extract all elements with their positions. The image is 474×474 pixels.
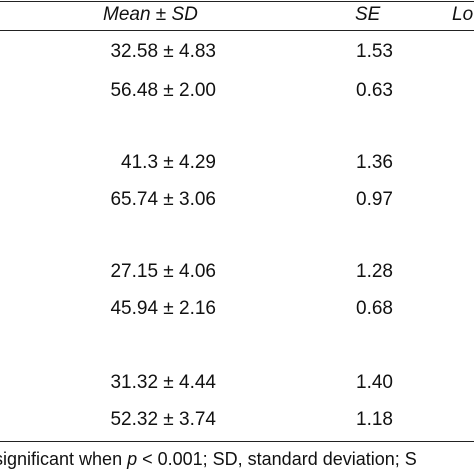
- table-bottom-rule: [0, 441, 474, 442]
- se-cell: 0.63: [356, 80, 393, 101]
- se-cell: 1.36: [356, 152, 393, 173]
- table-row: 31.32 ± 4.44 1.40: [0, 371, 474, 395]
- table-row: 65.74 ± 3.06 0.97: [0, 188, 474, 212]
- table-row: 27.15 ± 4.06 1.28: [0, 260, 474, 284]
- column-header-mean-sd: Mean ± SD: [103, 4, 198, 25]
- column-header-partial: Lo: [452, 4, 474, 25]
- footnote-text-end: < 0.001; SD, standard deviation; S: [137, 449, 417, 469]
- mean-sd-cell: 65.74 ± 3.06: [110, 189, 216, 210]
- mean-sd-cell: 32.58 ± 4.83: [110, 41, 216, 62]
- se-cell: 1.53: [356, 41, 393, 62]
- table-row: 45.94 ± 2.16 0.68: [0, 297, 474, 321]
- se-cell: 0.97: [356, 189, 393, 210]
- se-cell: 0.68: [356, 298, 393, 319]
- table-row: 52.32 ± 3.74 1.18: [0, 408, 474, 432]
- mean-sd-cell: 56.48 ± 2.00: [110, 80, 216, 101]
- table-header-rule: [0, 30, 474, 31]
- column-header-se: SE: [355, 4, 381, 25]
- mean-sd-cell: 31.32 ± 4.44: [110, 372, 216, 393]
- footnote-p-symbol: p: [127, 449, 138, 469]
- mean-sd-cell: 45.94 ± 2.16: [110, 298, 216, 319]
- se-cell: 1.18: [356, 409, 393, 430]
- table-row: 41.3 ± 4.29 1.36: [0, 151, 474, 175]
- table-row: 32.58 ± 4.83 1.53: [0, 40, 474, 64]
- mean-sd-cell: 27.15 ± 4.06: [110, 261, 216, 282]
- footnote-text-start: significant when: [0, 449, 128, 469]
- footnote: significant when p < 0.001; SD, standard…: [0, 447, 417, 471]
- table-top-rule: [0, 1, 474, 2]
- mean-sd-cell: 41.3 ± 4.29: [121, 152, 216, 173]
- mean-sd-cell: 52.32 ± 3.74: [110, 409, 216, 430]
- se-cell: 1.28: [356, 261, 393, 282]
- table-row: 56.48 ± 2.00 0.63: [0, 79, 474, 103]
- se-cell: 1.40: [356, 372, 393, 393]
